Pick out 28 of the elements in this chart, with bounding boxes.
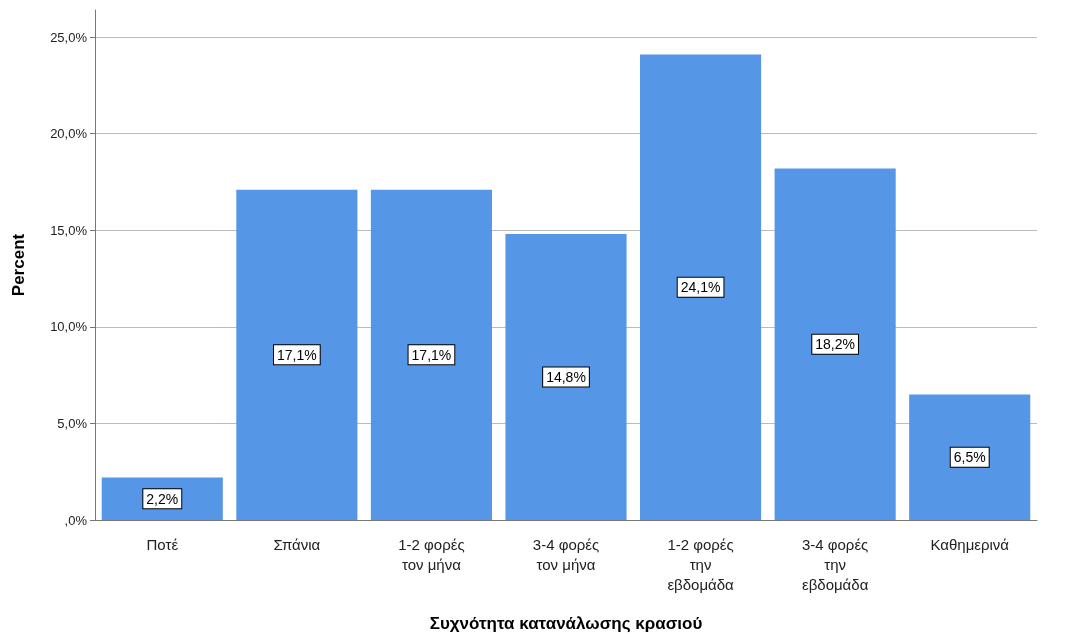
x-axis-title: Συχνότητα κατανάλωσης κρασιού [429,614,703,633]
data-label: 14,8% [546,369,586,386]
bar [370,189,492,520]
bar [505,234,627,520]
data-label: 24,1% [680,279,721,296]
data-label: 18,2% [815,336,855,353]
x-tick-label: 1-2 φορές τον μήνα [398,535,465,573]
y-tick-label: 5,0% [57,415,88,431]
bar [909,394,1031,520]
data-label: 17,1% [411,346,452,363]
x-tick-label: Ποτέ [146,535,179,553]
y-tick-label: 10,0% [50,319,88,335]
y-tick-label: 25,0% [50,29,88,45]
bar [774,168,896,520]
y-tick-label: 20,0% [50,126,88,142]
y-tick-label: ,0% [64,512,88,528]
data-label: 2,2% [146,490,179,507]
x-tick-label: 3-4 φορές την εβδομάδα [801,535,869,593]
y-tick-label: 15,0% [50,222,88,238]
x-tick-label: Καθημερινά [930,535,1010,553]
x-tick-label: Σπάνια [273,535,321,553]
bar [236,189,358,520]
y-axis-title: Percent [9,233,28,297]
data-label: 17,1% [277,346,317,363]
data-label: 6,5% [953,449,986,466]
x-tick-label: 3-4 φορές τον μήνα [532,535,600,573]
x-tick-label: 1-2 φορές την εβδομάδα [667,535,735,593]
bar [640,54,762,520]
